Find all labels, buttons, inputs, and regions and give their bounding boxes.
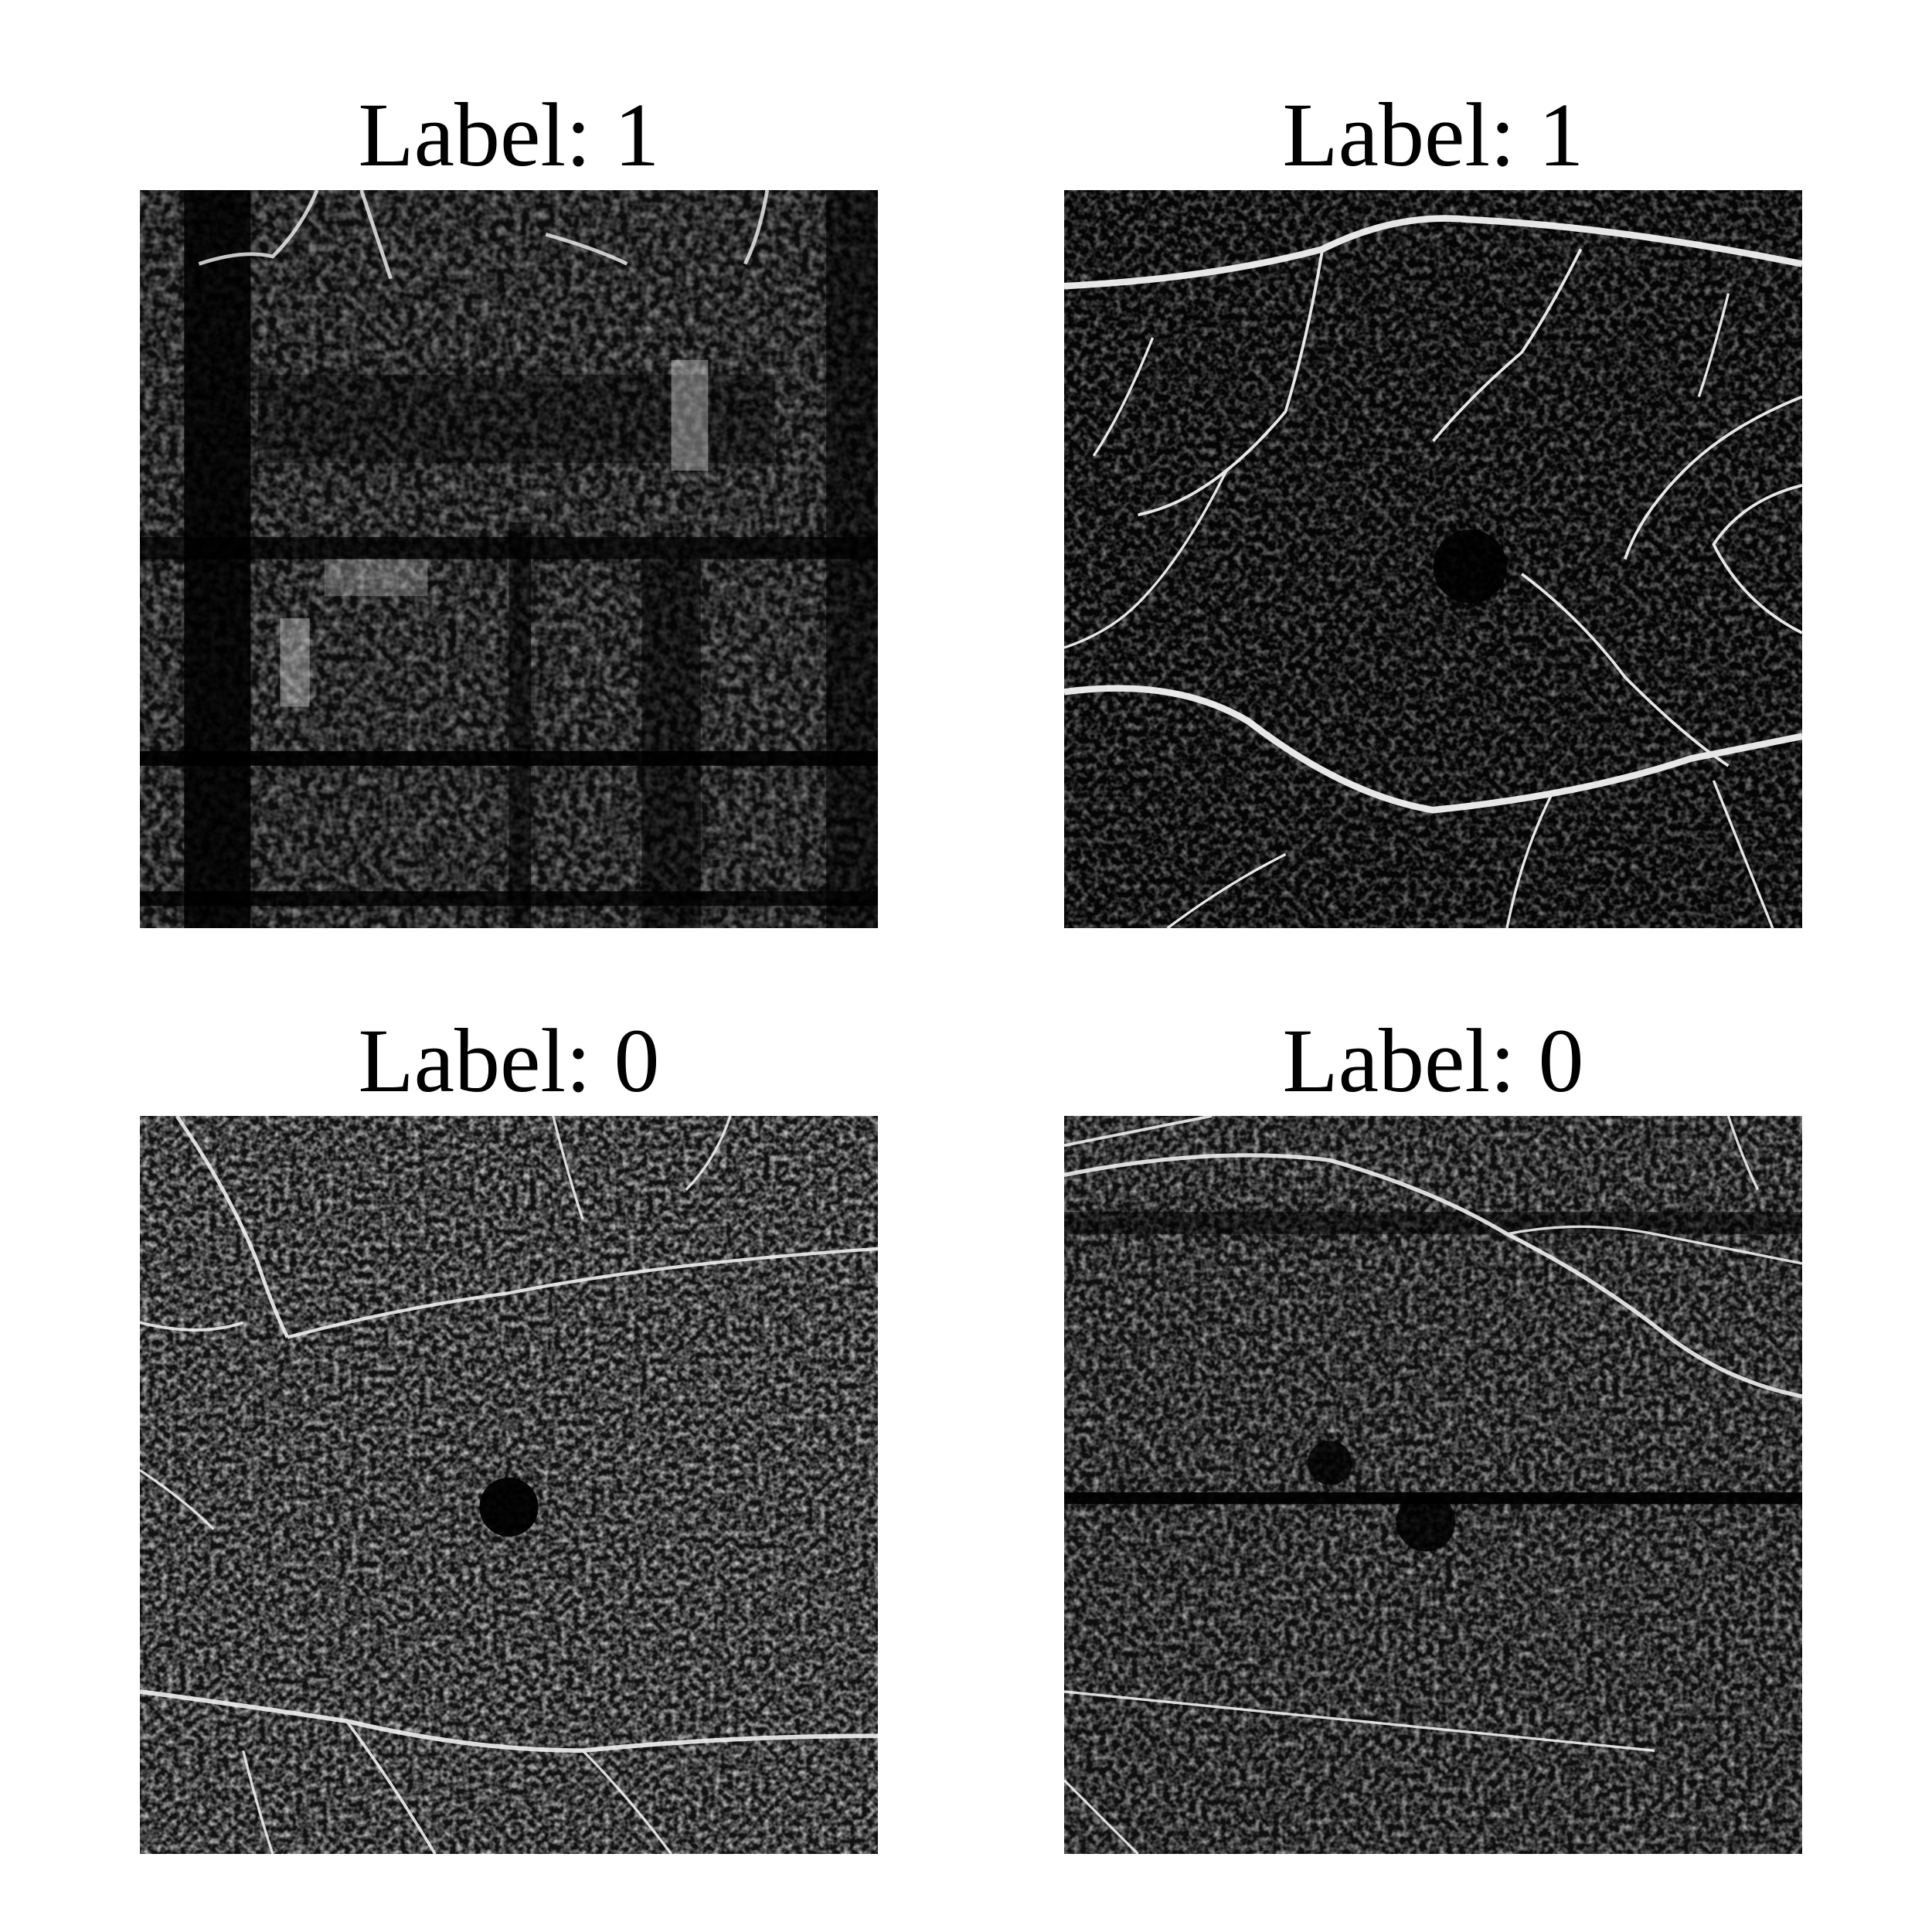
panel-title: Label: 0 [1282, 1010, 1584, 1111]
panel-title: Label: 1 [358, 84, 660, 185]
panel-title: Label: 0 [358, 1010, 660, 1111]
oct-angiography-image-2 [1064, 190, 1802, 928]
oct-angiography-image-3 [140, 1116, 878, 1854]
oct-angiography-image-1 [140, 190, 878, 928]
oct-angiography-image-4 [1064, 1116, 1802, 1854]
panel-title: Label: 1 [1282, 84, 1584, 185]
